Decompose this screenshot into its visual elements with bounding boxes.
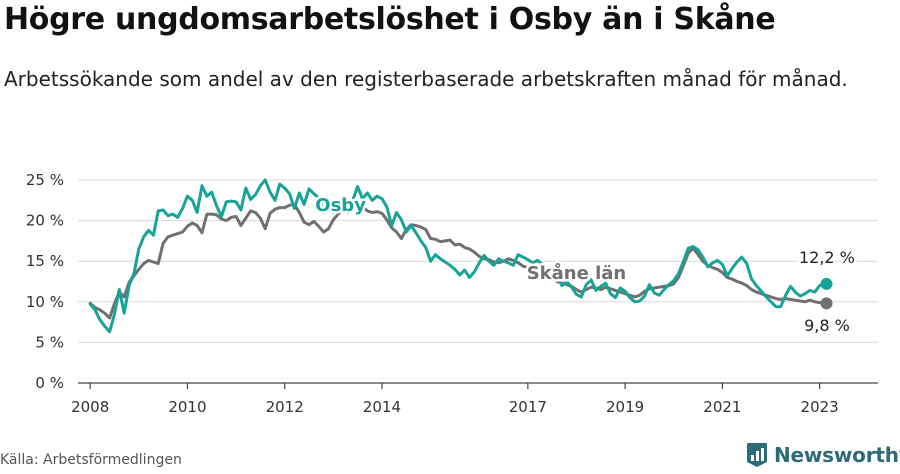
skane-line (88, 202, 826, 320)
y-tick-label: 10 % (26, 293, 64, 311)
y-tick-label: 0 % (35, 374, 64, 392)
x-tick-label: 2008 (71, 398, 109, 416)
osby-end-label: 12,2 % (799, 248, 855, 267)
source-note: Källa: Arbetsförmedlingen (0, 452, 182, 468)
brand-logo: Newsworthy (746, 442, 900, 468)
skane-series-label: Skåne län (527, 262, 627, 284)
x-tick-label: 2017 (509, 398, 547, 416)
x-tick-label: 2014 (363, 398, 401, 416)
x-tick-label: 2012 (266, 398, 304, 416)
chart-title: Högre ungdomsarbetslöshet i Osby än i Sk… (4, 2, 776, 37)
skane-end-point (820, 297, 833, 310)
gridlines (78, 179, 878, 343)
x-tick-label: 2021 (703, 398, 741, 416)
x-tick-label: 2019 (606, 398, 644, 416)
chart-subtitle: Arbetssökande som andel av den registerb… (4, 67, 848, 91)
osby-end-point (820, 277, 833, 290)
osby-series-label: Osby (315, 195, 366, 216)
series-lines (88, 178, 833, 334)
y-tick-label: 15 % (26, 252, 64, 270)
skane-end-label: 9,8 % (804, 316, 850, 335)
x-tick-label: 2023 (801, 398, 839, 416)
brand-name: Newsworthy (774, 443, 900, 467)
newsworthy-logo-icon (747, 443, 767, 467)
y-tick-label: 25 % (26, 171, 64, 189)
series-labels: Osby Skåne län 12,2 % 9,8 % (313, 192, 858, 337)
axes: 0 % 5 % 10 % 15 % 20 % 25 % 2008 2010 2012 2014 20… (26, 171, 878, 416)
line-chart: 0 % 5 % 10 % 15 % 20 % 25 % 2008 2010 2012 2014 20… (26, 171, 878, 416)
osby-line (88, 178, 826, 334)
y-tick-label: 5 % (35, 333, 64, 351)
y-tick-label: 20 % (26, 212, 64, 230)
x-tick-label: 2010 (168, 398, 206, 416)
